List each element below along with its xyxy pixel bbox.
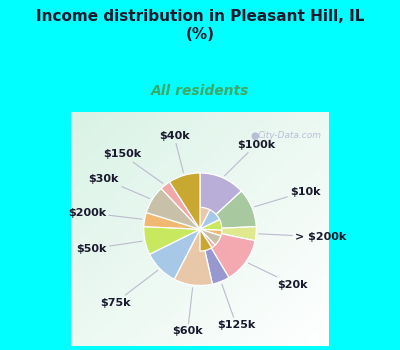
Wedge shape — [146, 189, 221, 245]
Text: $40k: $40k — [159, 131, 189, 173]
Text: City-Data.com: City-Data.com — [257, 131, 321, 140]
Wedge shape — [144, 219, 222, 254]
Wedge shape — [178, 225, 256, 241]
Text: Income distribution in Pleasant Hill, IL
(%): Income distribution in Pleasant Hill, IL… — [36, 9, 364, 42]
Wedge shape — [161, 182, 215, 248]
Wedge shape — [178, 210, 255, 278]
Text: $200k: $200k — [68, 208, 142, 219]
Wedge shape — [150, 210, 220, 279]
Wedge shape — [184, 173, 241, 251]
Text: $50k: $50k — [76, 241, 142, 254]
Text: $20k: $20k — [248, 263, 308, 289]
Wedge shape — [144, 212, 222, 236]
Text: All residents: All residents — [151, 84, 249, 98]
Text: $75k: $75k — [100, 271, 158, 308]
Text: ●: ● — [251, 131, 259, 141]
Wedge shape — [170, 173, 212, 251]
Text: $10k: $10k — [254, 187, 321, 207]
Text: $150k: $150k — [103, 149, 163, 183]
Wedge shape — [178, 191, 256, 244]
Text: > $200k: > $200k — [259, 232, 346, 242]
Text: $100k: $100k — [224, 140, 275, 176]
Text: $60k: $60k — [172, 288, 203, 336]
Text: $125k: $125k — [217, 284, 256, 330]
Wedge shape — [174, 207, 212, 286]
Text: $30k: $30k — [88, 174, 150, 198]
Wedge shape — [189, 208, 229, 284]
